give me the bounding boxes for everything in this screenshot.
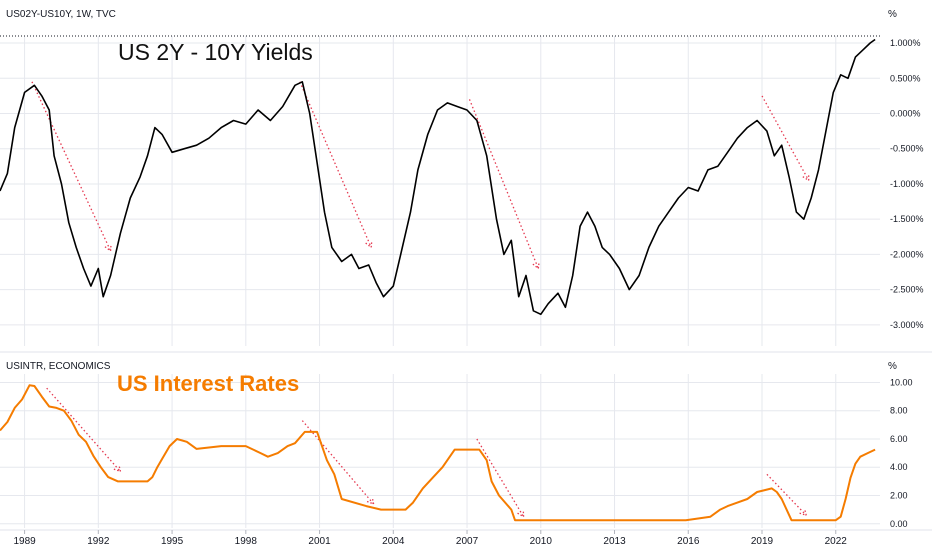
- yield-y-tick-label: -2.000%: [890, 249, 924, 259]
- time-axis-tick-label: 1992: [87, 536, 110, 547]
- time-axis-tick-label: 2010: [530, 536, 553, 547]
- time-axis-tick-label: 1989: [13, 536, 36, 547]
- rate-annotation-arrow: [46, 387, 121, 472]
- yield-annotation-arrow: [761, 95, 810, 181]
- rate-annotation-arrow: [301, 420, 375, 505]
- yield-annotations: [31, 81, 810, 270]
- rate-pane: USINTR, ECONOMICS % US Interest Rates 10…: [0, 361, 913, 529]
- yield-annotation-arrow: [468, 99, 539, 269]
- yield-annotation-arrow: [299, 81, 372, 248]
- time-axis-tick-label: 2016: [677, 536, 700, 547]
- rate-annotation-arrowhead: [366, 496, 375, 506]
- rate-y-tick-label: 2.00: [890, 491, 908, 501]
- yield-annotation-arrowhead: [532, 261, 540, 270]
- time-axis-tick-label: 2019: [751, 536, 774, 547]
- rate-symbol-label: USINTR, ECONOMICS: [6, 361, 111, 372]
- rate-overlay-title: US Interest Rates: [117, 371, 299, 396]
- yield-overlay-title: US 2Y - 10Y Yields: [118, 39, 313, 65]
- rate-y-tick-label: 8.00: [890, 406, 908, 416]
- yield-y-tick-label: -0.500%: [890, 144, 924, 154]
- yield-y-tick-label: 1.000%: [890, 38, 921, 48]
- rate-y-tick-label: 10.00: [890, 377, 913, 387]
- rate-series-line: [0, 384, 876, 522]
- rate-annotation-arrowhead: [517, 509, 525, 518]
- yield-annotation-arrowhead: [104, 243, 112, 253]
- time-axis-tick-label: 2022: [825, 536, 848, 547]
- yield-y-tick-label: -3.000%: [890, 320, 924, 330]
- yield-y-tick-label: 0.000%: [890, 109, 921, 119]
- rate-y-tick-label: 4.00: [890, 462, 908, 472]
- rate-annotations: [46, 387, 808, 518]
- yield-y-tick-label: -1.000%: [890, 179, 924, 189]
- yield-y-tick-label: 0.500%: [890, 73, 921, 83]
- time-axis-tick-label: 2001: [308, 536, 331, 547]
- time-axis-tick-label: 2013: [603, 536, 626, 547]
- rate-annotation-arrow: [476, 438, 525, 518]
- rate-y-tick-label: 0.00: [890, 519, 908, 529]
- rate-y-tick-label: 6.00: [890, 434, 908, 444]
- yield-annotation-arrow: [31, 81, 112, 252]
- rate-unit-label: %: [888, 361, 897, 372]
- rate-y-axis: 10.00 8.00 6.00 4.00 2.00 0.00: [890, 377, 913, 528]
- rate-gridlines: [0, 374, 880, 528]
- time-axis-tick-label: 2007: [456, 536, 479, 547]
- time-axis-tick-label: 1995: [161, 536, 184, 547]
- yield-symbol-label: US02Y-US10Y, 1W, TVC: [6, 9, 116, 20]
- yield-y-tick-label: -2.500%: [890, 285, 924, 295]
- time-axis-tick-label: 2004: [382, 536, 405, 547]
- yield-annotation-arrowhead: [802, 173, 810, 182]
- rate-annotation-arrow: [766, 473, 807, 516]
- time-axis-tick-label: 1998: [235, 536, 258, 547]
- rate-annotation-arrowhead: [113, 464, 122, 473]
- yield-annotation-arrowhead: [365, 240, 373, 249]
- yield-unit-label: %: [888, 9, 897, 20]
- rate-annotation-arrowhead: [799, 508, 808, 517]
- yield-pane: US02Y-US10Y, 1W, TVC % US 2Y - 10Y Yield…: [0, 9, 924, 346]
- yield-series-line: [0, 38, 876, 316]
- yield-y-axis: 1.000% 0.500% 0.000% -0.500% -1.000% -1.500% -…: [890, 38, 924, 330]
- time-axis: 1989 1992 1995 1998 2001 2004 2007 2010 2013 2016…: [13, 530, 847, 547]
- yield-y-tick-label: -1.500%: [890, 214, 924, 224]
- yield-gridlines: [0, 36, 880, 346]
